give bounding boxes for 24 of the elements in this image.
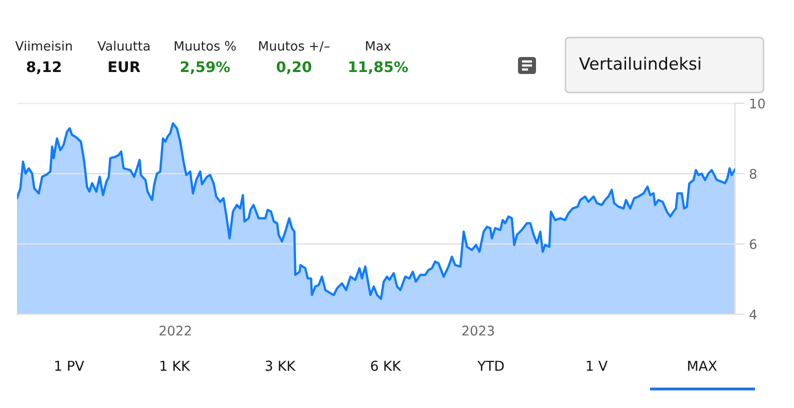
text: 1 V [586,360,608,371]
y-tick-label: 4 [750,310,757,320]
text: Muutos % [174,41,236,51]
text: Muutos +/– [259,41,330,52]
text: EUR [108,61,140,72]
text: Vertailuindeksi [579,56,700,70]
x-tick-label: 2022 [160,326,191,336]
y-tick-label: 6 [750,239,756,250]
text: Max [366,41,391,51]
text: 3 KK [266,360,296,371]
text: 1 KK [160,360,190,371]
text: 11,85% [349,61,408,74]
y-tick-label: 8 [750,168,756,179]
text: 2,59% [180,61,230,74]
text: 0,20 [276,61,312,74]
x-tick-label: 2023 [462,326,494,336]
text: Valuutta [98,40,150,51]
text: 1 PV [55,360,84,371]
text: 6 KK [371,360,402,371]
text: YTD [477,360,504,371]
text: MAX [688,360,717,371]
text: 8,12 [26,61,61,74]
y-tick-label: 10 [750,98,765,108]
text: Viimeisin [15,40,72,51]
